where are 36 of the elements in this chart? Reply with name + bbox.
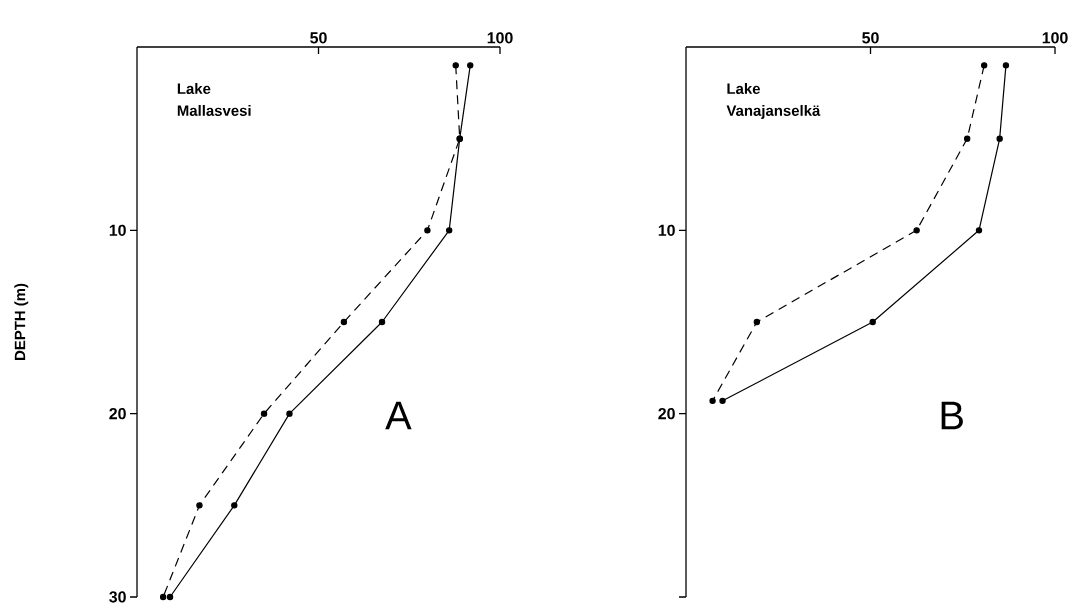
annotation: B: [941, 401, 963, 430]
y-tick-label: 10: [658, 224, 675, 236]
x-tick-label: 50: [310, 32, 327, 44]
text: Lake Mallasvesi: [177, 83, 251, 116]
point: [753, 318, 761, 326]
y-tick-label: 10: [109, 224, 126, 236]
y-tick-label: 20: [109, 408, 126, 420]
point: [913, 227, 920, 234]
point: [963, 135, 971, 142]
x-tick-label: 50: [862, 32, 879, 44]
point: [378, 318, 386, 326]
y-axis-title: DEPTH (m): [14, 283, 29, 361]
point: [196, 502, 203, 509]
point: [1002, 62, 1010, 69]
point: [975, 227, 983, 234]
point: [467, 62, 474, 69]
x-tick-label: 100: [1042, 32, 1068, 44]
point: [340, 318, 348, 326]
point: [709, 397, 716, 405]
point: [980, 62, 988, 69]
point: [166, 593, 174, 601]
point: [719, 397, 726, 405]
point: [445, 227, 453, 234]
point: [231, 502, 238, 509]
y-tick-label: 20: [658, 408, 675, 420]
y-tick-label: 30: [109, 591, 126, 603]
point: [159, 593, 167, 601]
point: [424, 227, 431, 234]
text: Lake Vanajanselkä: [726, 83, 821, 119]
point: [869, 318, 876, 326]
x-tick-label: 100: [487, 32, 513, 44]
point: [452, 62, 459, 69]
point: [286, 410, 293, 417]
point: [260, 410, 268, 417]
point: [996, 135, 1003, 142]
annotation: A: [385, 401, 412, 430]
